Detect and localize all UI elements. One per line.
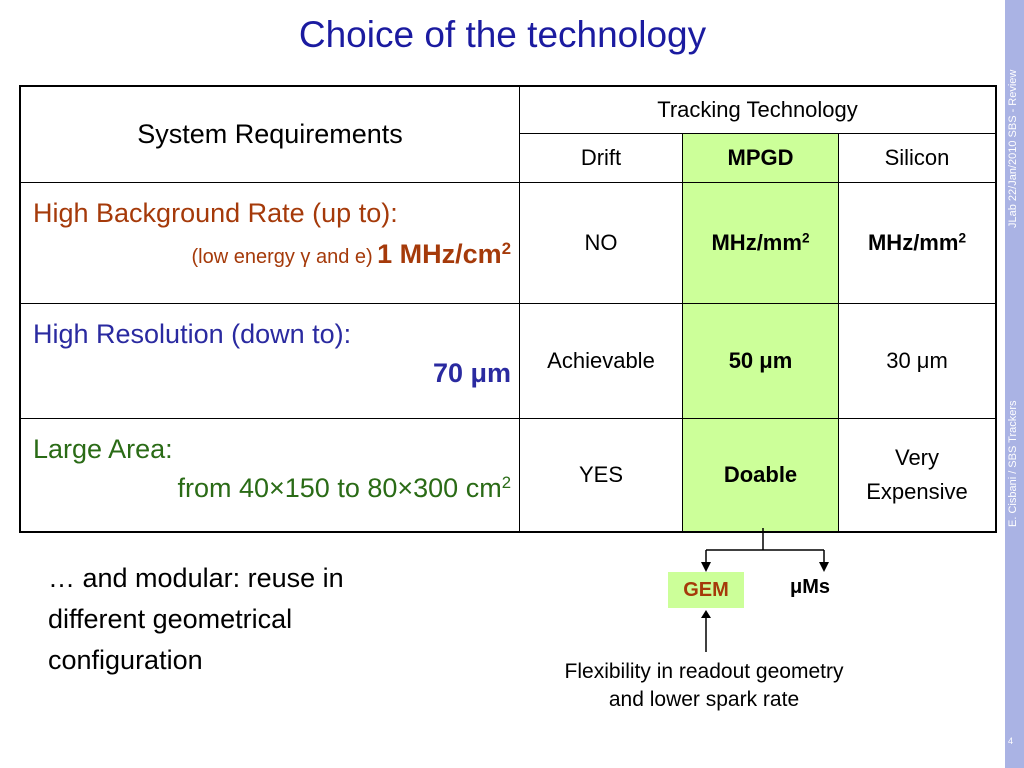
header-system-requirements: System Requirements (19, 85, 520, 183)
requirement-large-area: Large Area: from 40×150 to 80×300 cm2 (19, 418, 520, 532)
requirements-table: System Requirements Tracking Technology … (19, 85, 997, 533)
branch-arrows (701, 528, 829, 652)
side-label-top: JLab 22/Jan/2010 SBS - Review (1007, 69, 1019, 228)
header-silicon: Silicon (838, 133, 997, 183)
requirement-title: Large Area: (33, 434, 173, 464)
detail-prefix: (low energy γ and e) (191, 246, 373, 268)
requirement-background-rate: High Background Rate (up to): (low energ… (19, 182, 520, 304)
requirement-detail: (low energy γ and e) 1 MHz/cm2 (33, 239, 511, 270)
header-drift: Drift (519, 133, 683, 183)
header-tracking-technology: Tracking Technology (519, 85, 997, 134)
requirement-resolution: High Resolution (down to): 70 μm (19, 303, 520, 419)
header-mpgd: MPGD (682, 133, 839, 183)
micromegas-label: μMs (790, 576, 831, 598)
silicon-resolution: 30 μm (838, 303, 997, 419)
mpgd-resolution: 50 μm (682, 303, 839, 419)
modular-note: … and modular: reuse in different geomet… (48, 563, 344, 675)
silicon-background: MHz/mm2 (838, 182, 997, 304)
requirement-title: High Background Rate (up to): (33, 198, 398, 228)
gem-box: GEM (668, 572, 744, 608)
detail-sup: 2 (501, 238, 511, 258)
page-number: 4 (1008, 736, 1014, 746)
table-row: High Background Rate (up to): (low energ… (19, 182, 997, 304)
table-subheader-row: Drift MPGD Silicon (20, 133, 997, 183)
drift-resolution: Achievable (519, 303, 683, 419)
table-header-row: System Requirements Tracking Technology (19, 85, 997, 183)
requirement-detail: 70 μm (432, 358, 511, 388)
sidebar-strip (1005, 0, 1024, 768)
drift-background: NO (519, 182, 683, 304)
silicon-area: Very Expensive (838, 418, 997, 532)
detail-value: 1 MHz/cm (377, 239, 502, 269)
mpgd-area: Doable (682, 418, 839, 532)
flexibility-note: Flexibility in readout geometry and lowe… (564, 660, 844, 711)
slide-title: Choice of the technology (298, 14, 707, 55)
side-label-bottom: E. Cisbani / SBS Trackers (1007, 400, 1019, 527)
table-row: Large Area: from 40×150 to 80×300 cm2 YE… (19, 418, 997, 532)
drift-area: YES (519, 418, 683, 532)
mpgd-background: MHz/mm2 (682, 182, 839, 304)
requirement-detail: from 40×150 to 80×300 cm2 (177, 472, 511, 503)
table-row: High Resolution (down to): 70 μm Achieva… (19, 303, 997, 419)
requirement-title: High Resolution (down to): (33, 319, 352, 349)
